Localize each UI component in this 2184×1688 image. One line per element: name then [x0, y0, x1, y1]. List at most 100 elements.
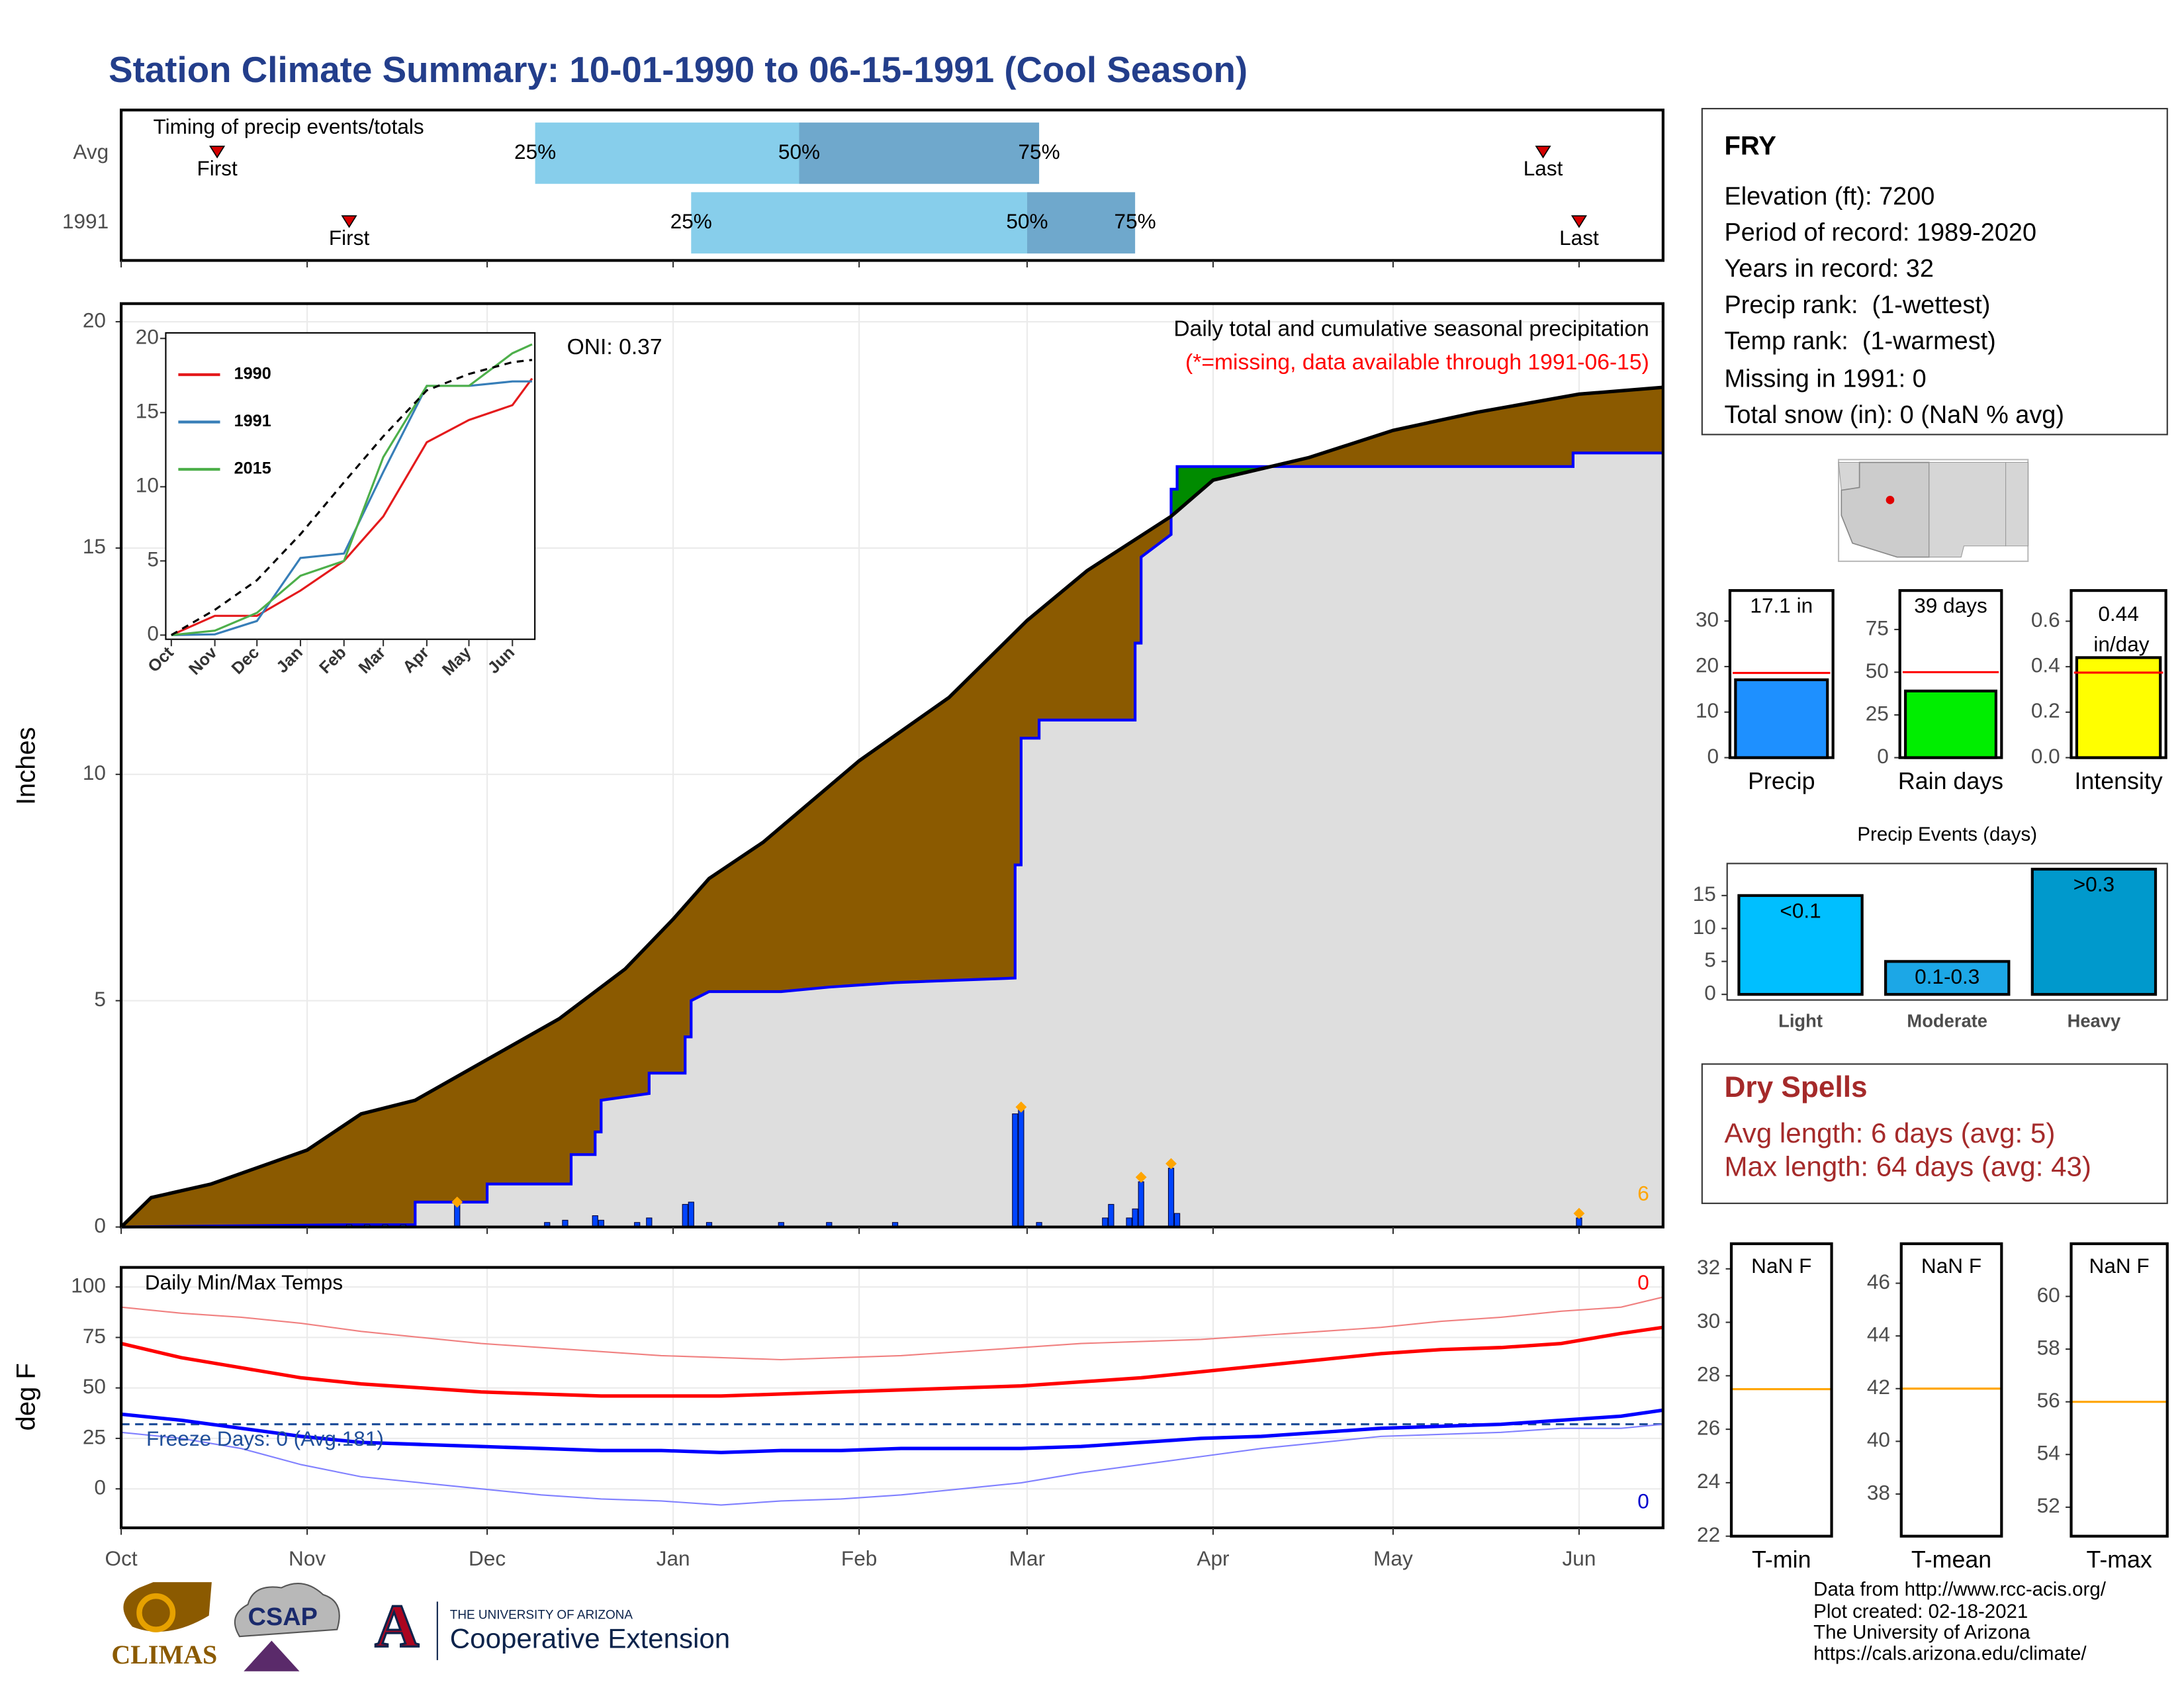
bar — [1884, 960, 2011, 996]
info-line: Temp rank: (1-warmest) — [1724, 328, 1995, 355]
y-tick-label: 24 — [1697, 1469, 1720, 1493]
y-tick-label: 75 — [83, 1324, 106, 1348]
series-line — [120, 1423, 1663, 1506]
panel-frame — [1728, 588, 1835, 759]
x-tick-label: T-min — [1752, 1546, 1811, 1573]
event-label: First — [197, 156, 238, 180]
info-line: Years in record: 32 — [1724, 255, 1933, 283]
y-tick-label: 58 — [2037, 1335, 2060, 1359]
legend-label: 1991 — [234, 412, 271, 430]
daily-bar — [592, 1215, 598, 1228]
panel-frame — [165, 332, 536, 640]
dry-spells-line: Avg length: 6 days (avg: 5) — [1724, 1117, 2055, 1149]
daily-bar — [1167, 1168, 1175, 1228]
dry-spells-line: Max length: 64 days (avg: 43) — [1724, 1150, 2091, 1182]
quartile-label: 25% — [514, 140, 556, 164]
x-tick-label: Moderate — [1907, 1011, 1987, 1031]
y-tick-label: 5 — [1704, 948, 1716, 972]
y-tick-label: 52 — [2037, 1493, 2060, 1517]
info-line: Elevation (ft): 7200 — [1724, 183, 1934, 211]
y-tick-label: 32 — [1697, 1255, 1720, 1279]
event-label: Last — [1524, 156, 1563, 180]
season-area — [121, 453, 1663, 1227]
annotation: 6 — [1637, 1182, 1649, 1205]
y-tick-label: 20 — [83, 308, 106, 332]
bar-label: >0.3 — [2073, 872, 2115, 896]
x-tick-label: Jan — [657, 1546, 690, 1570]
y-tick-label: 28 — [1697, 1362, 1720, 1386]
map-state — [1929, 461, 2007, 558]
value-label: NaN F — [1921, 1254, 1981, 1278]
quartile-bar — [799, 122, 1040, 184]
value-label: 0.44 in/day — [2088, 602, 2150, 656]
row-label: 1991 — [62, 209, 109, 233]
y-tick-label: 5 — [147, 547, 159, 571]
y-tick-label: 38 — [1867, 1480, 1890, 1504]
panel-title: Precip Events (days) — [1857, 823, 2037, 845]
bar-label: <0.1 — [1780, 898, 1821, 922]
daily-bar — [682, 1203, 688, 1228]
daily-bar — [1138, 1181, 1144, 1228]
bar — [1903, 689, 1997, 759]
y-tick-label: 0.6 — [2031, 608, 2060, 632]
legend-label: 1990 — [234, 365, 271, 383]
y-tick-label: 26 — [1697, 1415, 1720, 1439]
quartile-bar — [535, 122, 799, 184]
y-tick-label: 5 — [94, 987, 106, 1011]
csap-cloud — [234, 1583, 340, 1638]
y-tick-label: 30 — [1696, 608, 1719, 632]
y-tick-label: 10 — [83, 761, 106, 784]
quartile-label: 50% — [1006, 209, 1048, 233]
panel-frame — [1729, 1242, 1833, 1538]
y-tick-label: 50 — [1866, 659, 1889, 682]
quartile-label: 75% — [1115, 209, 1156, 233]
bar — [1734, 678, 1829, 759]
x-tick-label: May — [1373, 1546, 1413, 1570]
y-tick-label: 50 — [83, 1374, 106, 1398]
y-tick-label: 0 — [1877, 744, 1889, 768]
y-tick-label: 20 — [1696, 653, 1719, 677]
quartile-label: 75% — [1019, 140, 1060, 164]
x-tick-label: Precip — [1748, 768, 1815, 794]
panel-frame — [2070, 1242, 2169, 1538]
csap-logo: CSAP — [248, 1603, 318, 1631]
panel-background — [165, 332, 535, 639]
x-tick-label: Dec — [469, 1546, 506, 1570]
x-tick-label: T-mean — [1911, 1546, 1991, 1573]
panel-frame — [119, 1266, 1664, 1530]
y-tick-label: 75 — [1866, 616, 1889, 639]
value-label: 17.1 in — [1750, 594, 1813, 618]
highlight-marker — [1165, 1158, 1177, 1170]
y-tick-label: 30 — [1697, 1309, 1720, 1333]
daily-bar — [1132, 1208, 1138, 1228]
y-tick-label: 15 — [136, 399, 159, 423]
y-tick-label: 42 — [1867, 1375, 1890, 1399]
logos: CLIMAS CSAP A THE UNIVERSITY OF ARIZONA … — [111, 1582, 730, 1671]
y-tick-label: 0 — [94, 1213, 106, 1237]
series-line — [171, 380, 532, 636]
panel-frame — [1898, 588, 2003, 759]
ua-emblem: A — [375, 1593, 419, 1660]
y-tick-label: 0 — [147, 622, 159, 645]
y-tick-label: 44 — [1867, 1322, 1890, 1346]
x-tick-label: Nov — [289, 1546, 326, 1570]
info-box — [1701, 108, 2168, 436]
x-tick-label: Mar — [1009, 1546, 1045, 1570]
annotation: Freeze Days: 0 (Avg.181) — [146, 1427, 384, 1450]
footer-line: The University of Arizona — [1813, 1622, 2030, 1644]
daily-bar — [454, 1203, 461, 1228]
event-label: First — [329, 226, 370, 250]
y-tick-label: 0.0 — [2031, 744, 2060, 768]
annotation: 0 — [1637, 1270, 1649, 1294]
x-tick-label: Apr — [1197, 1546, 1229, 1570]
y-axis-label: deg F — [12, 1363, 41, 1430]
daily-bar — [688, 1201, 694, 1228]
page-title: Station Climate Summary: 10-01-1990 to 0… — [109, 49, 1248, 90]
daily-bar — [1012, 1113, 1019, 1228]
event-marker — [1570, 215, 1588, 228]
ua-extension: Cooperative Extension — [450, 1623, 730, 1654]
dry-spells-title: Dry Spells — [1724, 1071, 1867, 1103]
x-tick-label: Jun — [1563, 1546, 1596, 1570]
event-marker — [341, 215, 357, 228]
x-tick-label: Intensity — [2074, 768, 2162, 794]
